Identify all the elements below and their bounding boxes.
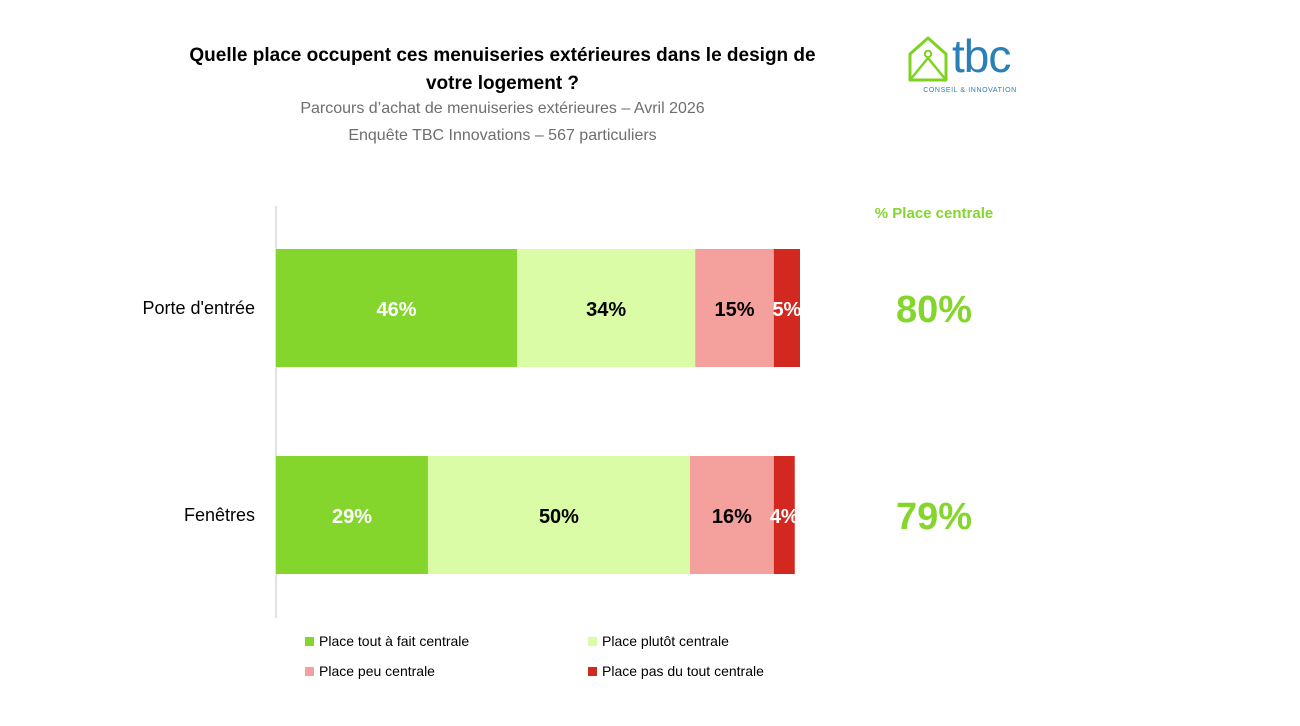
chart-title: Quelle place occupent ces menuiseries ex… xyxy=(140,42,865,98)
bar-segment xyxy=(276,249,518,367)
central-share-value: 80% xyxy=(896,289,972,331)
legend-swatch xyxy=(305,637,314,646)
category-label: Fenêtres xyxy=(184,505,255,525)
bar-segment xyxy=(517,249,696,367)
legend-label: Place tout à fait centrale xyxy=(319,633,469,649)
bar-data-label: 4% xyxy=(770,506,799,528)
bar-segment xyxy=(773,456,795,574)
legend-label: Place pas du tout centrale xyxy=(602,663,764,679)
chart-title-line-1: Quelle place occupent ces menuiseries ex… xyxy=(189,45,816,66)
central-share-header: % Place centrale xyxy=(875,205,993,222)
house-icon xyxy=(908,36,948,82)
bar-segment xyxy=(276,456,428,574)
bar-data-label: 29% xyxy=(332,506,372,528)
bar-segment xyxy=(773,249,800,367)
legend-swatch xyxy=(588,637,597,646)
chart-subtitle-1: Parcours d’achat de menuiseries extérieu… xyxy=(300,100,705,117)
bar-data-label: 50% xyxy=(539,506,579,528)
chart-title-line-2: votre logement ? xyxy=(425,73,580,94)
bar-data-label: 5% xyxy=(772,299,801,321)
legend-label: Place plutôt centrale xyxy=(602,633,729,649)
bar-segment xyxy=(427,456,690,574)
category-label: Porte d'entrée xyxy=(142,298,255,318)
bar-segment xyxy=(689,456,774,574)
bar-data-label: 15% xyxy=(714,299,754,321)
bar-data-label: 46% xyxy=(377,299,417,321)
legend-swatch xyxy=(305,667,314,676)
logo-wordmark: tbc xyxy=(952,30,1011,82)
central-share-value: 79% xyxy=(896,496,972,538)
bar-data-label: 16% xyxy=(712,506,752,528)
tbc-logo: tbc CONSEIL & INNOVATION xyxy=(906,30,1031,98)
legend-swatch xyxy=(588,667,597,676)
bar-data-label: 34% xyxy=(586,299,626,321)
logo-tagline: CONSEIL & INNOVATION xyxy=(923,87,1017,94)
bar-segment xyxy=(695,249,774,367)
chart-subtitle-2: Enquête TBC Innovations – 567 particulie… xyxy=(348,127,657,144)
legend-label: Place peu centrale xyxy=(319,663,435,679)
